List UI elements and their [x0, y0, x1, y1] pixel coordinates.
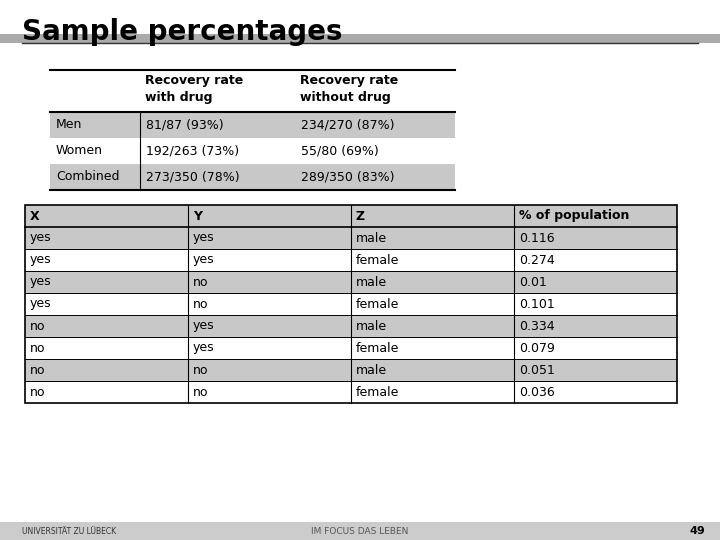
Text: 49: 49 — [689, 526, 705, 536]
Text: no: no — [193, 386, 209, 399]
Text: male: male — [356, 363, 387, 376]
Text: no: no — [193, 298, 209, 310]
Text: female: female — [356, 253, 400, 267]
Bar — [50, 112, 455, 138]
Text: 0.274: 0.274 — [519, 253, 554, 267]
Text: yes: yes — [193, 232, 215, 245]
Bar — [25, 205, 677, 227]
Text: male: male — [356, 232, 387, 245]
Text: yes: yes — [30, 232, 52, 245]
Bar — [25, 359, 677, 381]
Text: female: female — [356, 341, 400, 354]
Text: yes: yes — [30, 275, 52, 288]
Text: 289/350 (83%): 289/350 (83%) — [301, 171, 395, 184]
Text: yes: yes — [193, 253, 215, 267]
Text: female: female — [356, 298, 400, 310]
Text: Z: Z — [356, 210, 365, 222]
Text: 0.116: 0.116 — [519, 232, 554, 245]
Text: yes: yes — [30, 298, 52, 310]
Text: no: no — [30, 341, 45, 354]
Text: yes: yes — [193, 320, 215, 333]
Text: Sample percentages: Sample percentages — [22, 18, 343, 46]
Text: Recovery rate
without drug: Recovery rate without drug — [300, 74, 398, 104]
Text: yes: yes — [30, 253, 52, 267]
Text: male: male — [356, 320, 387, 333]
Bar — [25, 205, 677, 403]
Bar — [50, 164, 455, 190]
Bar — [25, 315, 677, 337]
Text: X: X — [30, 210, 40, 222]
Text: 0.01: 0.01 — [519, 275, 547, 288]
Text: 0.036: 0.036 — [519, 386, 554, 399]
Text: 0.051: 0.051 — [519, 363, 555, 376]
Text: 0.079: 0.079 — [519, 341, 555, 354]
Text: 55/80 (69%): 55/80 (69%) — [301, 145, 379, 158]
Text: no: no — [30, 386, 45, 399]
Text: 234/270 (87%): 234/270 (87%) — [301, 118, 395, 132]
Text: IM FOCUS DAS LEBEN: IM FOCUS DAS LEBEN — [311, 526, 409, 536]
Bar — [25, 227, 677, 249]
Bar — [0, 34, 720, 43]
Text: female: female — [356, 386, 400, 399]
Text: 0.334: 0.334 — [519, 320, 554, 333]
Text: Men: Men — [56, 118, 82, 132]
Text: UNIVERSITÄT ZU LÜBECK: UNIVERSITÄT ZU LÜBECK — [22, 526, 116, 536]
Text: no: no — [30, 363, 45, 376]
Bar — [25, 271, 677, 293]
Text: male: male — [356, 275, 387, 288]
Text: Recovery rate
with drug: Recovery rate with drug — [145, 74, 243, 104]
Text: 81/87 (93%): 81/87 (93%) — [146, 118, 224, 132]
Text: yes: yes — [193, 341, 215, 354]
Text: 192/263 (73%): 192/263 (73%) — [146, 145, 239, 158]
Text: Women: Women — [56, 145, 103, 158]
Text: no: no — [193, 275, 209, 288]
Text: Y: Y — [193, 210, 202, 222]
Text: 0.101: 0.101 — [519, 298, 554, 310]
Text: Combined: Combined — [56, 171, 120, 184]
Text: no: no — [30, 320, 45, 333]
Text: no: no — [193, 363, 209, 376]
Text: % of population: % of population — [519, 210, 629, 222]
Bar — [0, 522, 720, 540]
Text: 273/350 (78%): 273/350 (78%) — [146, 171, 240, 184]
